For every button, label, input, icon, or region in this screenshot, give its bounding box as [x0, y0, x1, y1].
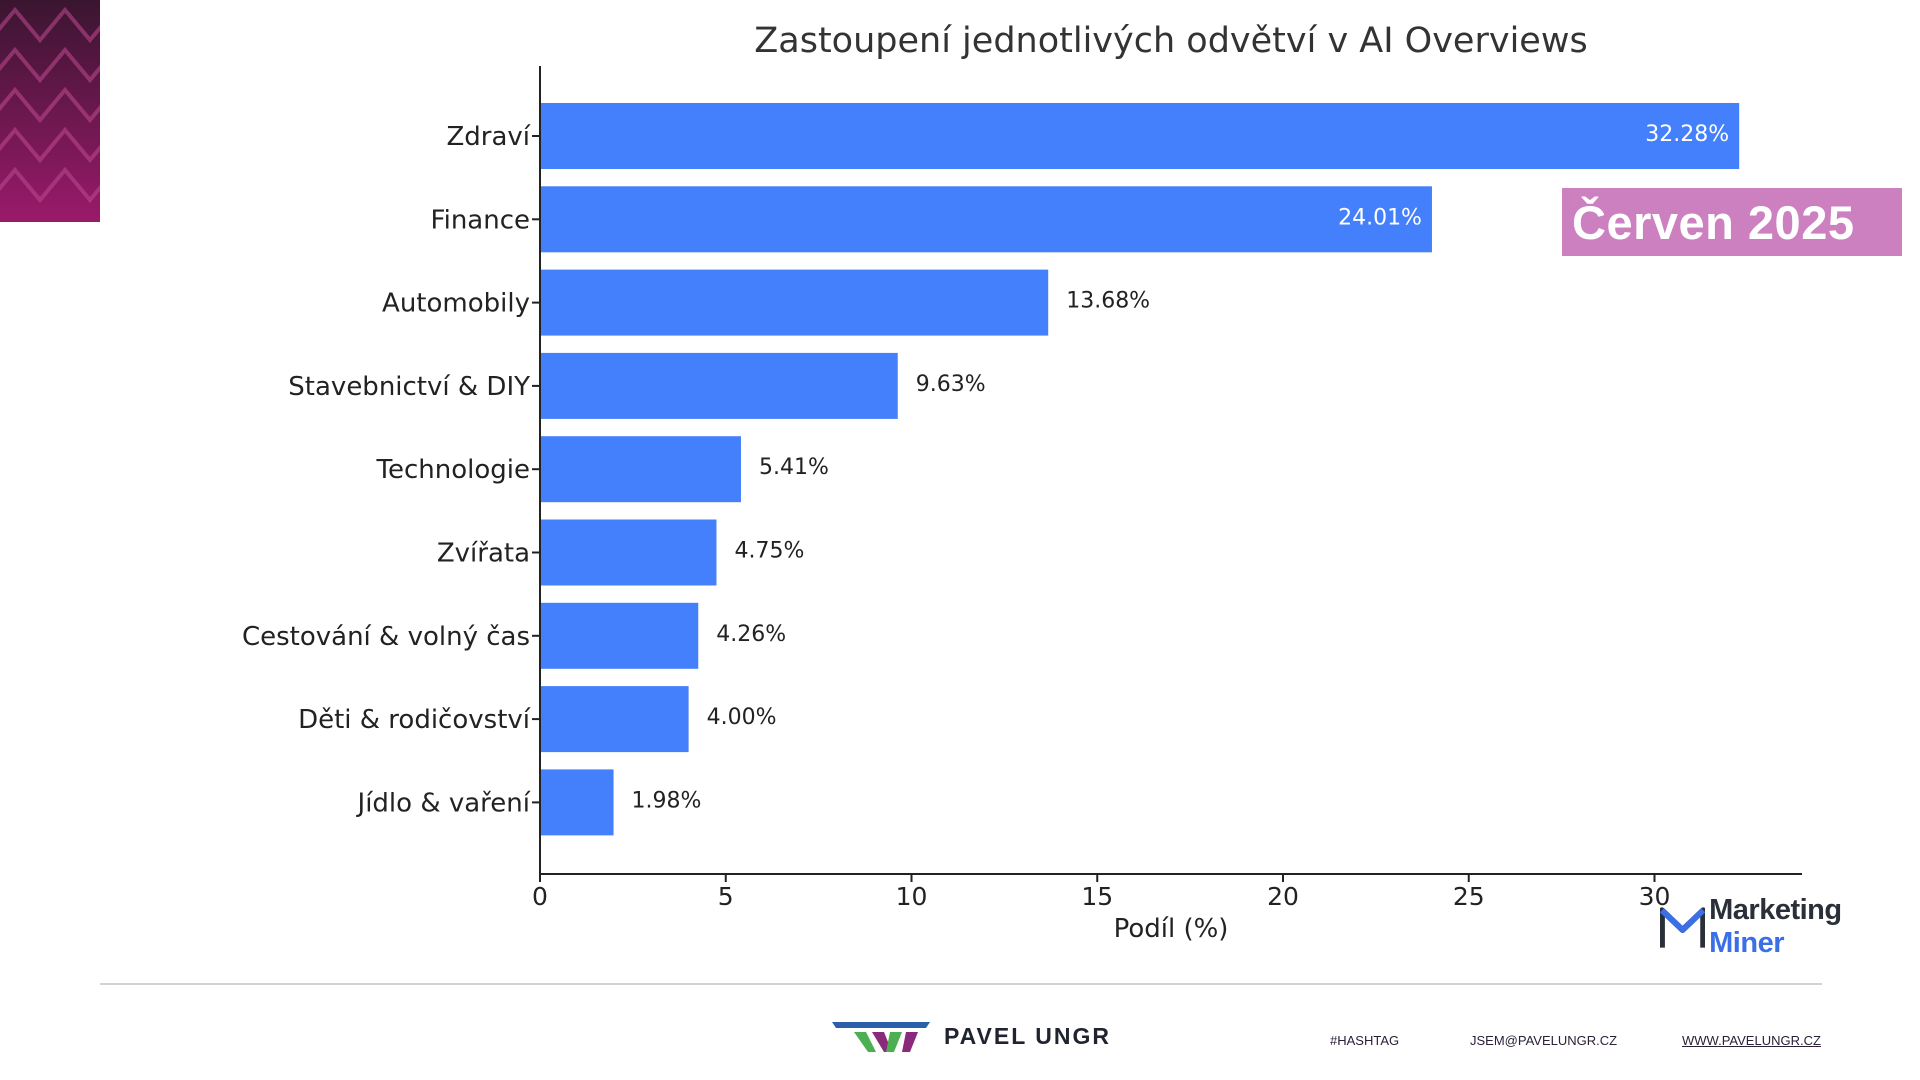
x-tick-label: 25	[1453, 882, 1485, 911]
data-label: 9.63%	[916, 372, 986, 397]
category-label: Automobily	[382, 289, 530, 319]
data-label: 13.68%	[1066, 289, 1150, 314]
category-label: Jídlo & vaření	[356, 788, 531, 818]
month-badge: Červen 2025	[1562, 188, 1902, 256]
x-tick-label: 30	[1639, 882, 1671, 911]
bar	[540, 686, 689, 753]
footer-website-link[interactable]: WWW.PAVELUNGR.CZ	[1682, 1033, 1821, 1048]
data-label: 1.98%	[632, 788, 702, 813]
plot-area: Zdraví 32.28% Finance 24.01% Automobily 13.68…	[242, 103, 1740, 911]
bar	[540, 186, 1432, 253]
data-label: 4.26%	[716, 622, 786, 647]
month-badge-text: Červen 2025	[1572, 195, 1855, 249]
x-tick-label: 5	[718, 882, 734, 911]
marketing-miner-word1: Marketing	[1709, 894, 1842, 926]
x-tick-label: 10	[896, 882, 928, 911]
bar-chart: Zastoupení jednotlivých odvětví v AI Ove…	[242, 21, 1802, 944]
data-label: 4.00%	[707, 705, 777, 730]
x-axis-title: Podíl (%)	[1114, 914, 1229, 944]
bar	[540, 436, 741, 503]
footer-hashtag[interactable]: #HASHTAG	[1330, 1033, 1400, 1048]
data-label: 32.28%	[1645, 122, 1729, 147]
chart-title: Zastoupení jednotlivých odvětví v AI Ove…	[754, 21, 1587, 61]
data-label: 24.01%	[1338, 205, 1422, 230]
x-tick-label: 15	[1081, 882, 1113, 911]
bar	[540, 519, 717, 586]
category-label: Cestování & volný čas	[242, 622, 530, 652]
category-label: Finance	[431, 205, 530, 235]
data-label: 4.75%	[734, 539, 804, 564]
x-tick-label: 20	[1267, 882, 1299, 911]
category-label: Děti & rodičovství	[298, 705, 531, 735]
category-label: Zvířata	[437, 539, 530, 569]
data-label: 5.41%	[759, 455, 829, 480]
footer-logo: PAVEL UNGR	[832, 1018, 1111, 1054]
bar	[540, 602, 699, 669]
category-label: Zdraví	[446, 122, 530, 152]
bar	[540, 352, 898, 419]
bar	[540, 269, 1049, 336]
corner-pattern-decoration	[0, 0, 100, 222]
marketing-miner-m-icon	[1660, 907, 1706, 948]
footer-brand-name: PAVEL UNGR	[944, 1022, 1111, 1049]
marketing-miner-word2: Miner	[1709, 927, 1784, 959]
bar	[540, 769, 614, 836]
x-tick-label: 0	[532, 882, 548, 911]
marketing-miner-logo: Marketing Miner	[1660, 894, 1920, 959]
category-label: Technologie	[376, 455, 530, 485]
footer-email-link[interactable]: JSEM@PAVELUNGR.CZ	[1470, 1033, 1618, 1048]
pavel-ungr-logo-icon	[832, 1022, 930, 1052]
bar	[540, 103, 1740, 169]
category-label: Stavebnictví & DIY	[288, 372, 530, 402]
footer-divider	[100, 983, 1822, 985]
